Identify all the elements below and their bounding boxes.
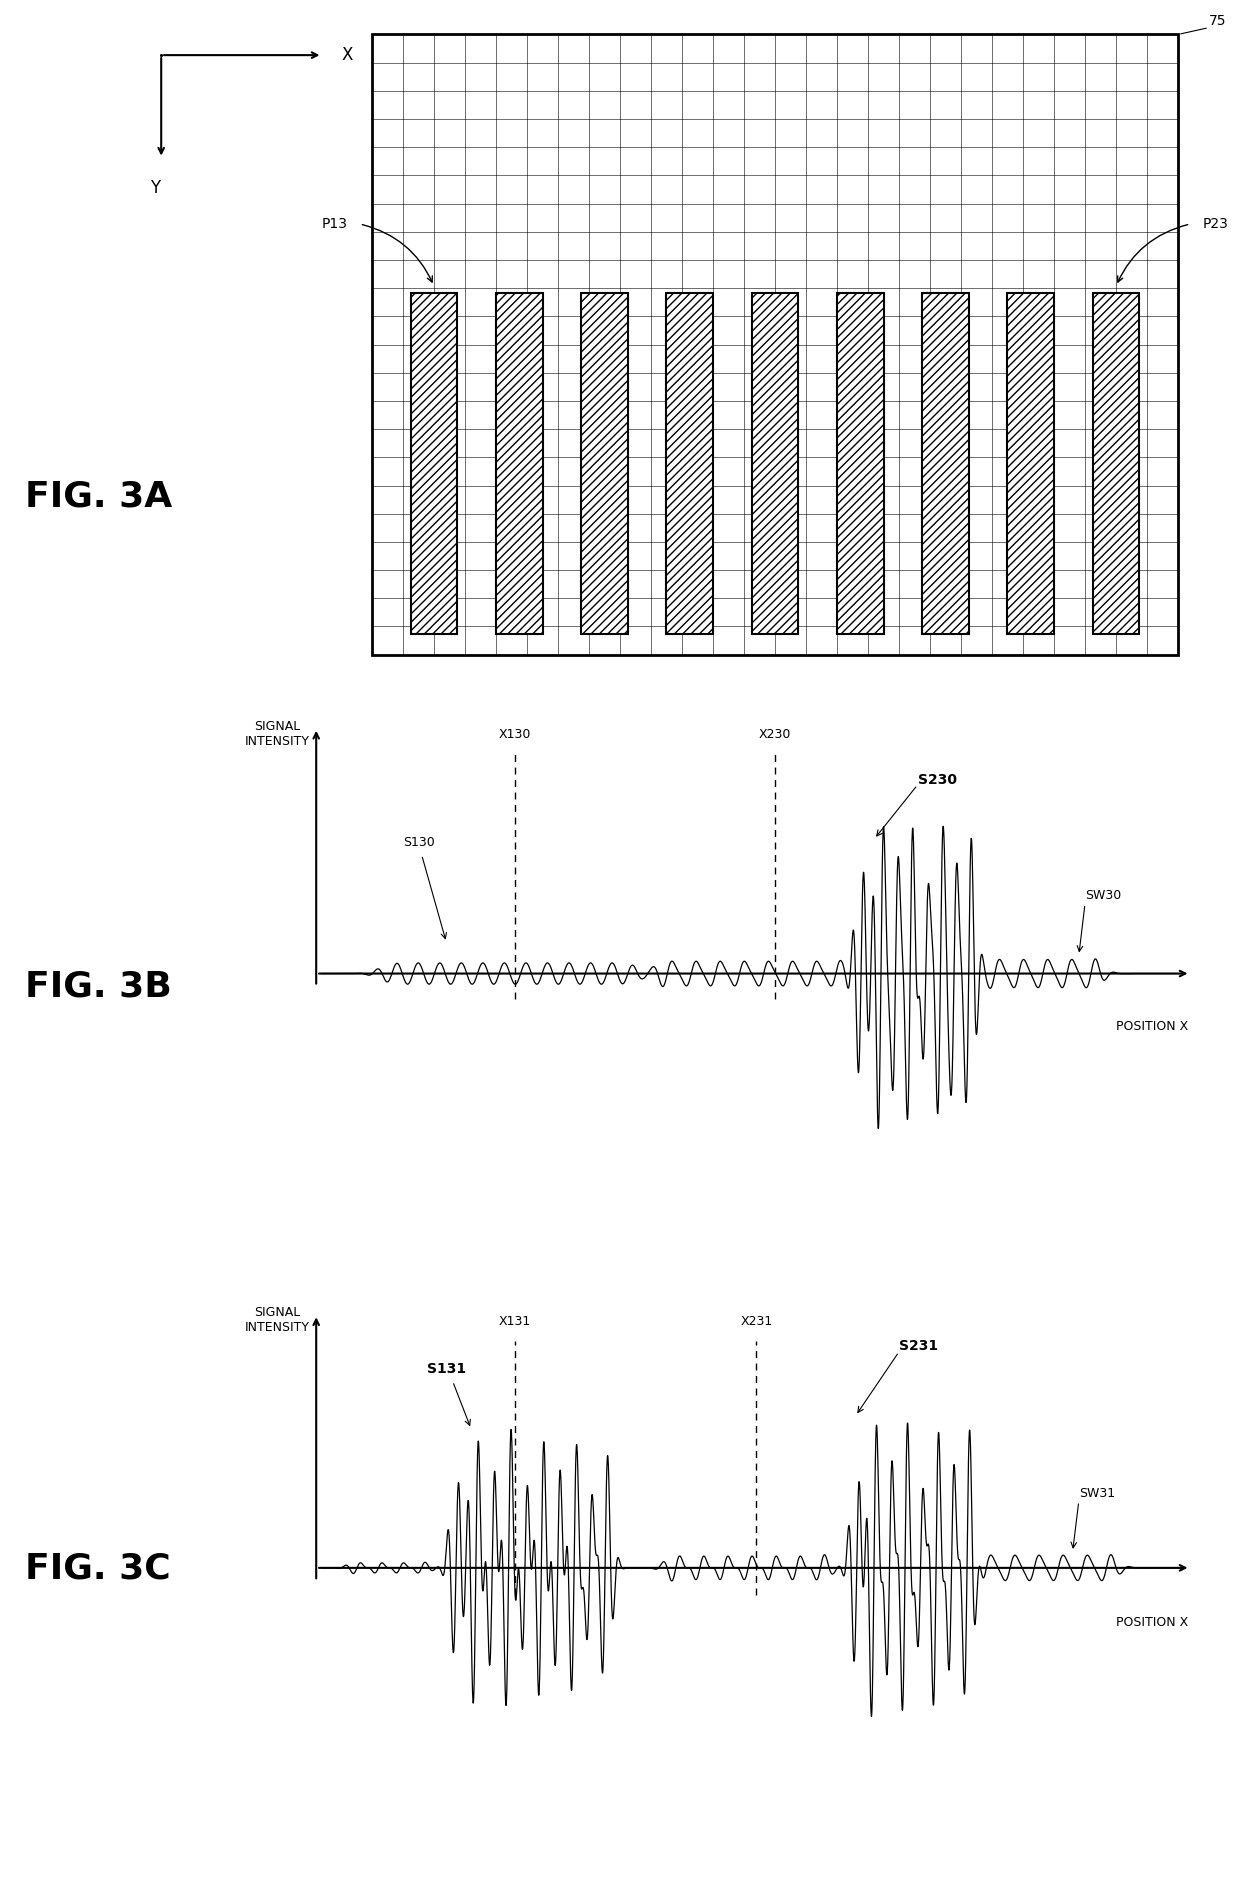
- Text: FIG. 3C: FIG. 3C: [25, 1552, 170, 1586]
- Polygon shape: [751, 293, 799, 634]
- Text: S131: S131: [427, 1361, 466, 1376]
- Text: X: X: [341, 45, 352, 64]
- Polygon shape: [666, 293, 713, 634]
- Polygon shape: [582, 293, 627, 634]
- Text: SIGNAL
INTENSITY: SIGNAL INTENSITY: [246, 1306, 310, 1335]
- Text: X131: X131: [498, 1314, 531, 1327]
- Text: P13: P13: [321, 217, 347, 230]
- Text: SIGNAL
INTENSITY: SIGNAL INTENSITY: [246, 719, 310, 748]
- Text: S230: S230: [918, 772, 956, 787]
- Text: FIG. 3B: FIG. 3B: [25, 969, 171, 1004]
- Text: X130: X130: [498, 729, 531, 740]
- Polygon shape: [410, 293, 458, 634]
- Polygon shape: [923, 293, 968, 634]
- Polygon shape: [837, 293, 884, 634]
- Text: P23: P23: [1203, 217, 1229, 230]
- Text: X231: X231: [740, 1314, 773, 1327]
- Text: SW31: SW31: [1079, 1486, 1115, 1499]
- Text: POSITION X: POSITION X: [1116, 1616, 1188, 1629]
- Text: POSITION X: POSITION X: [1116, 1020, 1188, 1033]
- Text: X230: X230: [759, 729, 791, 740]
- Polygon shape: [496, 293, 543, 634]
- Text: S130: S130: [403, 836, 435, 850]
- Text: Y: Y: [150, 179, 160, 196]
- Text: FIG. 3A: FIG. 3A: [25, 480, 172, 514]
- Text: S231: S231: [899, 1339, 939, 1354]
- Text: 75: 75: [1209, 13, 1226, 28]
- Text: SW30: SW30: [1085, 889, 1121, 902]
- Polygon shape: [1007, 293, 1054, 634]
- Polygon shape: [1092, 293, 1140, 634]
